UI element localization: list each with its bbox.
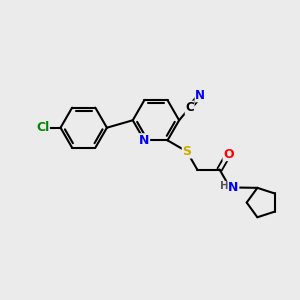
Text: O: O [223, 148, 234, 160]
Text: Cl: Cl [36, 121, 49, 134]
Text: S: S [182, 145, 191, 158]
Text: C: C [185, 101, 194, 114]
Text: N: N [228, 181, 239, 194]
Text: N: N [195, 89, 205, 102]
Text: N: N [139, 134, 149, 147]
Text: H: H [220, 181, 229, 191]
